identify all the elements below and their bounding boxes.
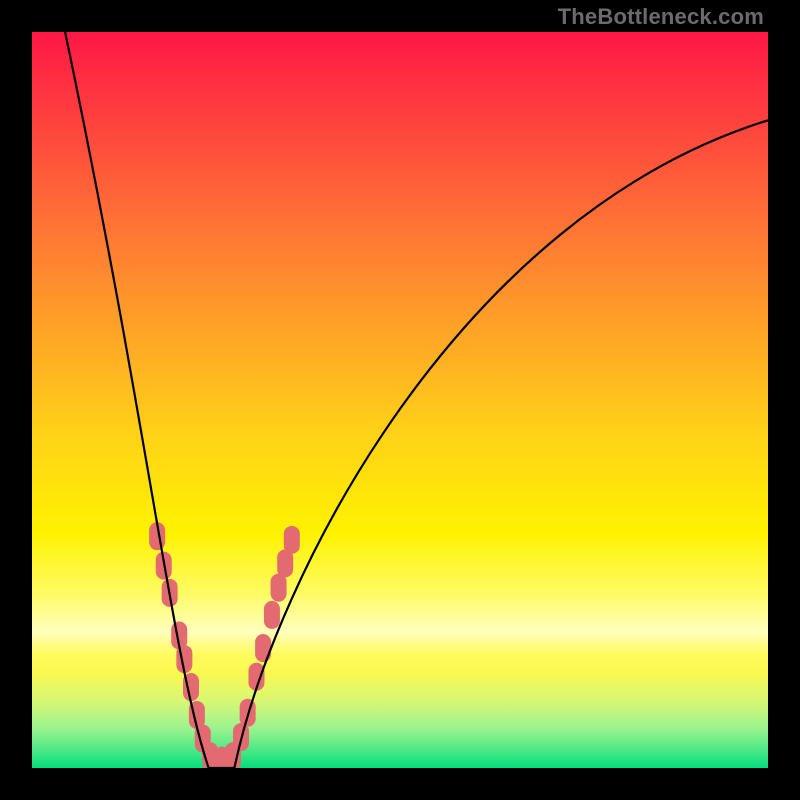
plot-area <box>32 32 768 768</box>
curve-right-branch <box>234 120 768 768</box>
watermark-text: TheBottleneck.com <box>558 4 764 30</box>
data-marker <box>255 634 271 662</box>
data-marker <box>264 601 280 629</box>
data-marker <box>284 526 300 554</box>
curve-overlay <box>32 32 768 768</box>
data-marker <box>271 574 287 602</box>
chart-frame: TheBottleneck.com <box>0 0 800 800</box>
data-markers <box>149 522 300 768</box>
